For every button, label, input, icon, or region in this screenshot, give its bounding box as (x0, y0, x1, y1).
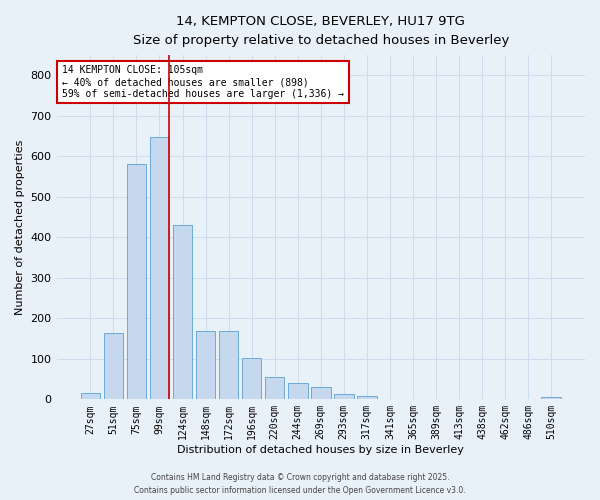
Bar (311, 387, 331, 400)
Bar (219, 332, 238, 400)
Text: 14 KEMPTON CLOSE: 105sqm
← 40% of detached houses are smaller (898)
59% of semi-: 14 KEMPTON CLOSE: 105sqm ← 40% of detach… (62, 66, 344, 98)
Bar (403, 398, 423, 400)
Bar (265, 377, 284, 400)
Bar (334, 394, 353, 400)
Bar (80, 394, 100, 400)
Bar (380, 398, 400, 400)
Text: Contains HM Land Registry data © Crown copyright and database right 2025.
Contai: Contains HM Land Registry data © Crown c… (134, 474, 466, 495)
Bar (127, 164, 146, 400)
Bar (196, 332, 215, 400)
Bar (149, 137, 169, 400)
X-axis label: Distribution of detached houses by size in Beverley: Distribution of detached houses by size … (178, 445, 464, 455)
Title: 14, KEMPTON CLOSE, BEVERLEY, HU17 9TG
Size of property relative to detached hous: 14, KEMPTON CLOSE, BEVERLEY, HU17 9TG Si… (133, 15, 509, 47)
Bar (104, 332, 123, 400)
Bar (357, 396, 377, 400)
Bar (288, 383, 308, 400)
Y-axis label: Number of detached properties: Number of detached properties (15, 140, 25, 315)
Bar (541, 397, 561, 400)
Bar (242, 358, 262, 400)
Bar (173, 225, 193, 400)
